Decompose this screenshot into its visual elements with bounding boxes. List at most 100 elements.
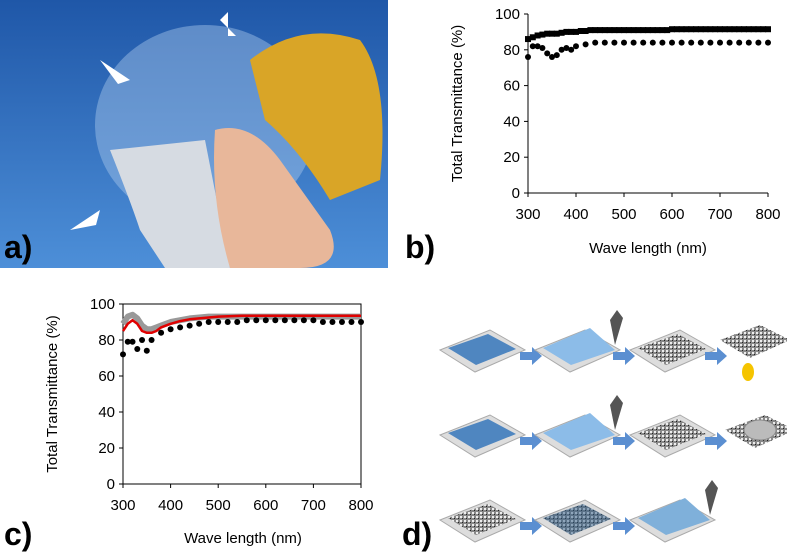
- data-point: [329, 319, 336, 325]
- data-point: [534, 32, 541, 39]
- data-point: [726, 26, 733, 33]
- y-tick-label: 40: [98, 404, 115, 421]
- data-point: [358, 319, 364, 325]
- x-tick-label: 400: [158, 497, 183, 514]
- data-point: [630, 27, 637, 34]
- data-point: [544, 30, 551, 37]
- data-point: [534, 43, 541, 50]
- y-tick-label: 0: [512, 185, 520, 202]
- data-point: [568, 46, 575, 53]
- data-point: [669, 39, 675, 46]
- data-point: [549, 30, 555, 37]
- data-point: [120, 351, 126, 358]
- data-point: [525, 53, 531, 60]
- data-point: [577, 28, 584, 35]
- data-point: [601, 27, 608, 34]
- data-point: [750, 26, 757, 33]
- data-point: [539, 45, 546, 52]
- data-point: [124, 338, 131, 345]
- data-point: [158, 329, 165, 336]
- data-point: [755, 39, 762, 46]
- data-point: [611, 27, 618, 34]
- data-point: [664, 27, 671, 34]
- data-point: [582, 28, 589, 35]
- data-point: [319, 319, 326, 325]
- data-point: [338, 319, 345, 325]
- data-point: [717, 39, 723, 46]
- data-point: [601, 39, 608, 46]
- data-point: [697, 26, 704, 33]
- data-point: [659, 39, 666, 46]
- x-tick-label: 700: [301, 497, 326, 514]
- data-point: [640, 39, 647, 46]
- data-point: [678, 26, 685, 33]
- data-point: [539, 31, 546, 38]
- data-point: [765, 39, 771, 46]
- data-point: [529, 34, 536, 41]
- x-axis-label: Wave length (nm): [589, 240, 707, 257]
- y-tick-label: 100: [90, 296, 115, 313]
- data-point: [673, 26, 680, 33]
- data-point: [215, 319, 222, 325]
- data-point: [348, 319, 355, 325]
- data-point: [544, 50, 551, 57]
- y-tick-label: 80: [503, 42, 520, 59]
- y-tick-label: 0: [107, 476, 115, 493]
- data-point: [649, 27, 656, 34]
- data-point: [281, 317, 288, 324]
- data-point: [592, 27, 599, 34]
- photo: [0, 0, 388, 268]
- data-point: [765, 26, 771, 33]
- data-point: [592, 39, 599, 46]
- data-point: [616, 27, 623, 34]
- data-point: [645, 27, 651, 34]
- data-point: [300, 317, 307, 324]
- data-point: [234, 319, 241, 325]
- x-tick-label: 300: [515, 206, 540, 223]
- data-point: [745, 39, 752, 46]
- data-point: [587, 27, 594, 34]
- panel-label: b): [405, 229, 435, 265]
- data-point: [553, 52, 560, 59]
- data-point: [683, 26, 690, 33]
- data-point: [558, 29, 565, 36]
- data-point: [736, 39, 743, 46]
- y-tick-label: 100: [495, 6, 520, 23]
- data-point: [693, 26, 699, 33]
- data-point: [640, 27, 647, 34]
- x-tick-label: 600: [253, 497, 278, 514]
- x-tick-label: 600: [659, 206, 684, 223]
- data-point: [568, 28, 575, 35]
- data-point: [573, 43, 579, 50]
- data-point: [563, 28, 570, 35]
- panel-label: a): [4, 229, 32, 265]
- data-point: [760, 26, 767, 33]
- data-point: [630, 39, 637, 46]
- data-point: [177, 324, 184, 331]
- data-point: [129, 338, 136, 345]
- data-point: [243, 317, 250, 324]
- data-point: [310, 317, 317, 324]
- y-tick-label: 20: [503, 149, 520, 166]
- data-point: [143, 347, 150, 354]
- data-point: [625, 27, 632, 34]
- y-tick-label: 40: [503, 113, 520, 130]
- process-diagram: [438, 310, 787, 543]
- data-point: [525, 36, 531, 43]
- x-tick-label: 700: [707, 206, 732, 223]
- data-point: [736, 26, 743, 33]
- data-point: [707, 26, 714, 33]
- data-point: [291, 317, 298, 324]
- data-point: [678, 39, 685, 46]
- data-point: [726, 39, 733, 46]
- data-point: [529, 43, 536, 50]
- data-point: [549, 53, 555, 60]
- data-point: [611, 39, 618, 46]
- y-tick-label: 60: [503, 78, 520, 95]
- data-point: [134, 346, 141, 352]
- x-axis-label: Wave length (nm): [184, 530, 302, 547]
- panel-label: c): [4, 516, 32, 552]
- data-point: [582, 41, 589, 48]
- data-point: [272, 317, 279, 324]
